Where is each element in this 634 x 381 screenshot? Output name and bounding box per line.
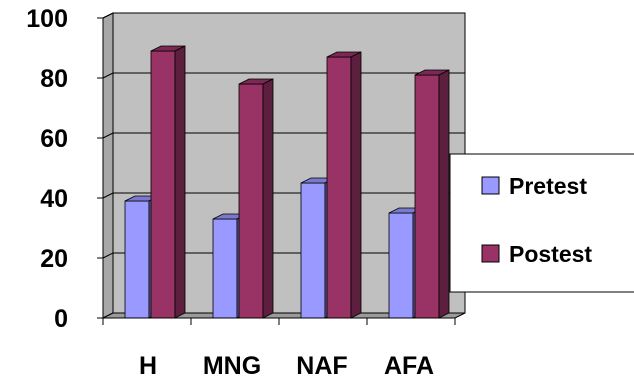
bar-postest-mng [238, 83, 264, 319]
legend-swatch-postest [481, 244, 500, 263]
y-tick-label: 60 [40, 125, 68, 153]
bar-postest-mng-side [262, 78, 274, 319]
bar-pretest-afa [388, 212, 414, 319]
bar-pretest-h [124, 200, 150, 319]
plot-side-wall [102, 12, 114, 319]
bar-pretest-mng [212, 218, 238, 319]
legend-swatch-pretest [481, 176, 500, 195]
y-tick-label: 40 [40, 185, 68, 213]
bar-postest-afa-side [438, 69, 450, 319]
bars [124, 45, 450, 319]
legend-label-pretest: Pretest [509, 173, 587, 199]
legend-box [449, 153, 634, 293]
x-tick-label-mng: MNG [203, 352, 261, 380]
x-tick-label-naf: NAF [296, 352, 347, 380]
bar-pretest-naf [300, 182, 326, 319]
bar-postest-h-side [174, 45, 186, 319]
legend: Pretest Postest [449, 153, 634, 293]
x-axis-labels: H MNG NAF AFA [102, 317, 456, 380]
y-tick-label: 100 [26, 5, 68, 33]
y-tick-label: 80 [40, 65, 68, 93]
bar-postest-naf [326, 56, 352, 319]
legend-label-postest: Postest [509, 241, 592, 267]
x-tick-label-h: H [139, 352, 157, 380]
y-tick-label: 20 [40, 245, 68, 273]
x-tick-label-afa: AFA [384, 352, 434, 380]
bar-postest-naf-side [350, 51, 362, 319]
bar-postest-h [150, 50, 176, 319]
bar-postest-afa [414, 74, 440, 319]
y-tick-label: 0 [54, 305, 68, 333]
y-axis-ticks: 0 20 40 60 80 100 [26, 5, 104, 333]
gridline [102, 12, 465, 19]
